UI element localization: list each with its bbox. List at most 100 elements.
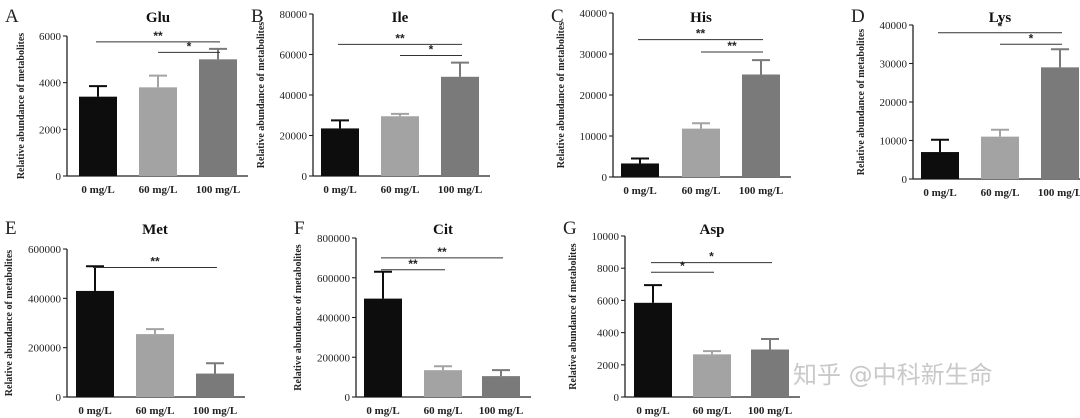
chart-a-title: Glu [146, 10, 170, 26]
chart-a-y-tick-label: 6000 [39, 31, 62, 43]
chart-a: A Glu 0 2000 4000 6000 Relative abundance of m… [5, 6, 248, 196]
chart-c-y-axis-label: Relative abundance of metabolites [556, 22, 567, 168]
chart-g-category-label: 60 mg/L [693, 405, 732, 417]
chart-g-significance-label: * [709, 250, 714, 264]
chart-g-y-tick-label: 0 [614, 392, 620, 404]
chart-f-title: Cit [433, 222, 453, 238]
chart-d-significance-label: * [1029, 31, 1034, 45]
chart-f-category-label: 60 mg/L [424, 405, 463, 417]
chart-e-y-tick-label: 0 [56, 392, 62, 404]
chart-e-category-label: 60 mg/L [136, 405, 175, 417]
chart-d-category-label: 100 mg/L [1038, 187, 1080, 199]
chart-e-category-label: 0 mg/L [78, 405, 111, 417]
chart-d-y-tick-label: 0 [902, 174, 908, 186]
chart-g-y-axis-label: Relative abundance of metabolites [568, 243, 579, 389]
chart-d-bar [921, 152, 959, 179]
chart-b-y-tick-label: 20000 [280, 131, 308, 143]
chart-g-significance-label: * [680, 259, 685, 273]
chart-d-category-label: 60 mg/L [981, 187, 1020, 199]
chart-d-y-tick-label: 40000 [880, 20, 908, 32]
chart-f-y-tick-label: 200000 [317, 352, 351, 364]
chart-a-bar [139, 87, 177, 176]
chart-f-significance-label: ** [437, 245, 447, 259]
chart-a-panel-label: A [5, 6, 19, 27]
chart-g-bar [634, 302, 672, 397]
chart-e-panel-label: E [5, 218, 17, 239]
chart-f-y-tick-label: 400000 [317, 313, 351, 325]
chart-d-y-tick-label: 10000 [880, 136, 908, 148]
watermark: 知乎 @中科新生命 [793, 361, 993, 389]
chart-c-category-label: 0 mg/L [623, 185, 656, 197]
chart-f-panel-label: F [294, 218, 305, 239]
chart-g-category-label: 0 mg/L [636, 405, 669, 417]
chart-a-y-axis-label: Relative abundance of metabolites [16, 33, 27, 179]
chart-b-category-label: 60 mg/L [381, 184, 420, 196]
chart-b: B Ile 0 20000 40000 60000 80000 Relative abunda… [251, 6, 490, 196]
chart-a-category-label: 60 mg/L [139, 184, 178, 196]
chart-f-bar [424, 370, 462, 397]
chart-d-y-tick-label: 20000 [880, 97, 908, 109]
chart-g-y-tick-label: 10000 [592, 231, 620, 243]
chart-g-y-tick-label: 2000 [597, 360, 620, 372]
chart-b-y-axis-label: Relative abundance of metabolites [256, 22, 267, 168]
chart-f-bar [364, 298, 402, 397]
chart-c: C His 0 10000 20000 30000 40000 Relative abunda… [551, 6, 791, 197]
chart-c-title: His [690, 10, 712, 26]
chart-a-significance-label: * [187, 39, 192, 53]
chart-c-significance-label: ** [696, 27, 706, 41]
chart-e-category-label: 100 mg/L [193, 405, 237, 417]
chart-c-y-tick-label: 30000 [580, 49, 608, 61]
chart-f-y-tick-label: 600000 [317, 273, 351, 285]
chart-f: F Cit 0 200000 400000 600000 800000 Relative ab… [293, 218, 531, 417]
chart-e-y-axis-label: Relative abundance of metabolites [4, 250, 15, 396]
chart-g-title: Asp [699, 222, 724, 238]
chart-d-y-tick-label: 30000 [880, 59, 908, 71]
chart-b-y-tick-label: 0 [302, 171, 308, 183]
chart-g-bar [751, 349, 789, 397]
chart-g-y-tick-label: 4000 [597, 328, 620, 340]
chart-d-bar [981, 136, 1019, 179]
chart-e-y-tick-label: 600000 [28, 244, 62, 256]
chart-a-significance-label: ** [153, 29, 163, 43]
chart-c-significance-label: ** [727, 39, 737, 53]
chart-e-y-tick-label: 200000 [28, 343, 62, 355]
chart-b-y-tick-label: 60000 [280, 50, 308, 62]
chart-d-title: Lys [989, 10, 1012, 26]
chart-c-y-tick-label: 10000 [580, 131, 608, 143]
chart-g-y-tick-label: 8000 [597, 263, 620, 275]
chart-c-category-label: 100 mg/L [739, 185, 783, 197]
chart-f-category-label: 0 mg/L [366, 405, 399, 417]
chart-f-category-label: 100 mg/L [479, 405, 523, 417]
chart-b-y-tick-label: 40000 [280, 90, 308, 102]
chart-c-panel-label: C [551, 6, 564, 27]
chart-c-category-label: 60 mg/L [682, 185, 721, 197]
chart-e-bar [196, 373, 234, 397]
chart-g-category-label: 100 mg/L [748, 405, 792, 417]
chart-e: E Met 0 200000 400000 600000 Relative abundanc… [4, 218, 245, 417]
chart-a-category-label: 100 mg/L [196, 184, 240, 196]
chart-e-title: Met [142, 222, 168, 238]
chart-d-bar [1041, 67, 1079, 179]
chart-a-category-label: 0 mg/L [81, 184, 114, 196]
chart-e-y-tick-label: 400000 [28, 293, 62, 305]
chart-b-category-label: 100 mg/L [438, 184, 482, 196]
chart-g: G Asp 0 2000 4000 6000 8000 10000 Relative abund… [563, 218, 800, 417]
chart-a-bar [199, 59, 237, 177]
chart-c-bar [742, 74, 780, 177]
chart-g-bar [693, 354, 731, 397]
chart-b-title: Ile [392, 10, 409, 26]
chart-c-bar [621, 163, 659, 177]
chart-a-y-tick-label: 0 [56, 171, 62, 183]
chart-b-bar [381, 116, 419, 176]
chart-c-y-tick-label: 40000 [580, 8, 608, 20]
chart-a-bar [79, 96, 117, 176]
chart-f-significance-label: ** [408, 257, 418, 271]
chart-d-category-label: 0 mg/L [923, 187, 956, 199]
chart-f-bar [482, 376, 520, 397]
chart-e-bar [76, 290, 114, 397]
chart-b-significance-label: * [429, 43, 434, 57]
chart-e-bar [136, 334, 174, 397]
chart-b-y-tick-label: 80000 [280, 9, 308, 21]
chart-f-y-tick-label: 800000 [317, 233, 351, 245]
